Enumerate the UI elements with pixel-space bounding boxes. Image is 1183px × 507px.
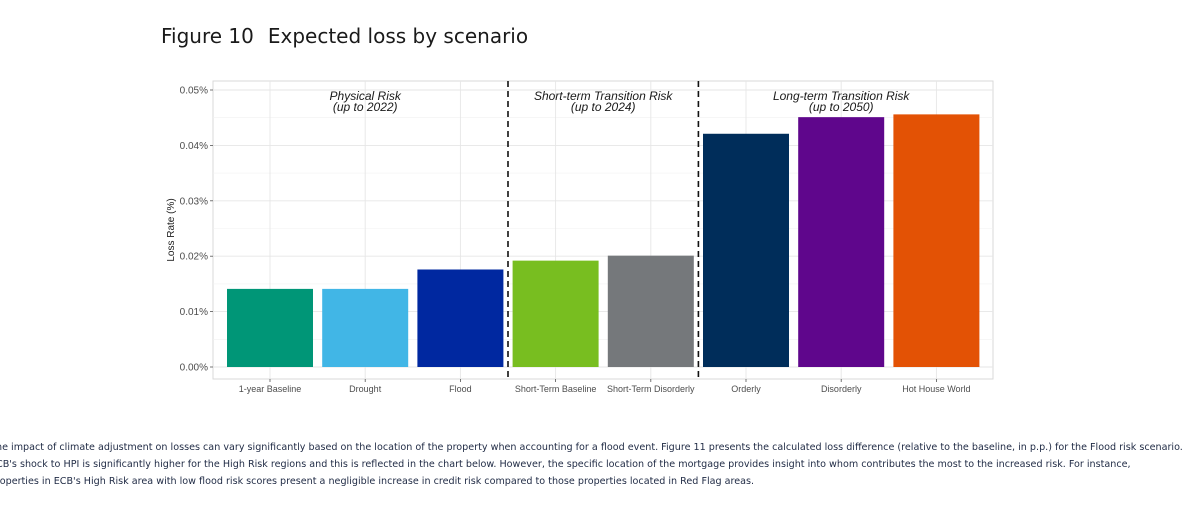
y-tick-label: 0.03% <box>180 196 208 207</box>
group-sublabel: (up to 2050) <box>809 100 874 114</box>
bar <box>322 288 409 367</box>
group-label: Long-term Transition Risk <box>773 89 910 103</box>
caption: he impact of climate adjustment on losse… <box>0 439 1183 490</box>
group-sublabel: (up to 2022) <box>333 100 398 114</box>
bar <box>798 117 885 367</box>
bar <box>227 288 313 367</box>
x-tick-label: Hot House World <box>902 384 970 394</box>
x-tick-label: Short-Term Disorderly <box>607 384 695 394</box>
y-tick-label: 0.00% <box>180 363 208 374</box>
x-tick-label: Orderly <box>731 384 761 394</box>
x-tick-label: Drought <box>349 384 382 394</box>
figure-title: Figure 10 Expected loss by scenario <box>161 24 528 48</box>
caption-line: CB's shock to HPI is significantly highe… <box>0 459 1131 470</box>
x-tick-label: 1-year Baseline <box>239 384 302 394</box>
bar <box>703 133 789 367</box>
y-tick-label: 0.01% <box>180 307 208 318</box>
y-tick-label: 0.04% <box>180 141 208 152</box>
bar <box>607 255 694 367</box>
x-tick-label: Flood <box>449 384 472 394</box>
y-tick-label: 0.02% <box>180 252 208 263</box>
y-tick-label: 0.05% <box>180 86 208 97</box>
group-label: Physical Risk <box>330 89 402 103</box>
figure-number: Figure 10 <box>161 24 254 48</box>
bar <box>512 260 599 367</box>
x-tick-label: Disorderly <box>821 384 862 394</box>
figure-title-text: Expected loss by scenario <box>267 24 529 48</box>
chart-svg: 0.00% 0.01% 0.02% 0.03% 0.04% 0.05% 1-year Bas… <box>166 80 994 394</box>
bar <box>417 269 504 367</box>
caption-line: roperties in ECB's High Risk area with l… <box>0 476 755 487</box>
chart: 0.00% 0.01% 0.02% 0.03% 0.04% 0.05% 1-year Bas… <box>160 70 1000 400</box>
x-tick-label: Short-Term Baseline <box>515 384 597 394</box>
group-sublabel: (up to 2024) <box>571 100 636 114</box>
bar <box>893 114 980 367</box>
y-axis-label: Loss Rate (%) <box>166 198 177 261</box>
group-label: Short-term Transition Risk <box>534 89 673 103</box>
caption-line: he impact of climate adjustment on losse… <box>0 442 1183 453</box>
